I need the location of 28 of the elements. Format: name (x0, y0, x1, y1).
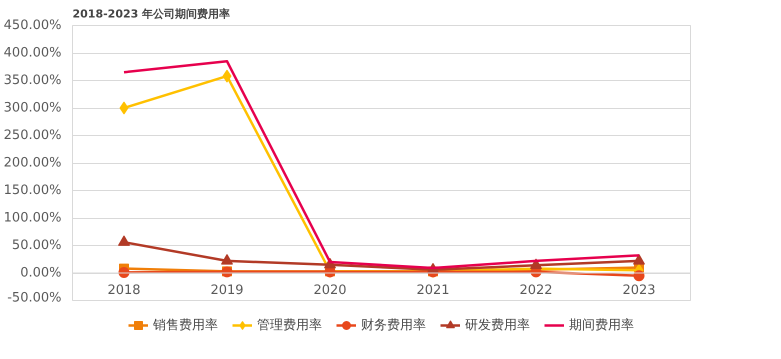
point (634, 270, 644, 282)
y-tick-label: 350.00% (4, 73, 62, 88)
y-tick-label: 400.00% (4, 46, 62, 60)
y-tick-label: 450.00% (4, 18, 62, 33)
legend-label: 销售费用率 (153, 317, 218, 334)
point (633, 254, 645, 265)
x-tick-label: 2021 (416, 283, 450, 298)
y-tick-label: 150.00% (4, 183, 62, 198)
point (221, 254, 233, 265)
x-tick-label: 2020 (313, 283, 347, 298)
legend-label: 研发费用率 (465, 317, 530, 334)
x-tick-label: 2022 (519, 283, 553, 298)
y-tick-label: 50.00% (12, 238, 62, 253)
x-tick-label: 2023 (622, 283, 656, 298)
y-tick-label: 250.00% (4, 128, 62, 143)
y-tick-label: -50.00% (7, 290, 62, 306)
legend-label: 期间费用率 (569, 317, 634, 334)
x-tick-label: 2019 (210, 283, 244, 298)
y-tick-label: 300.00% (4, 100, 62, 116)
point (118, 235, 130, 246)
y-tick-label: 100.00% (4, 210, 62, 226)
y-tick-label: 0.00% (20, 266, 62, 280)
chart-title: 2018-2023 年公司期间费用率 (72, 8, 230, 20)
x-tick-label: 2018 (107, 283, 141, 298)
legend-label: 财务费用率 (361, 317, 426, 334)
legend-label: 管理费用率 (257, 317, 322, 334)
point (118, 266, 130, 278)
y-tick-label: 200.00% (4, 156, 62, 170)
